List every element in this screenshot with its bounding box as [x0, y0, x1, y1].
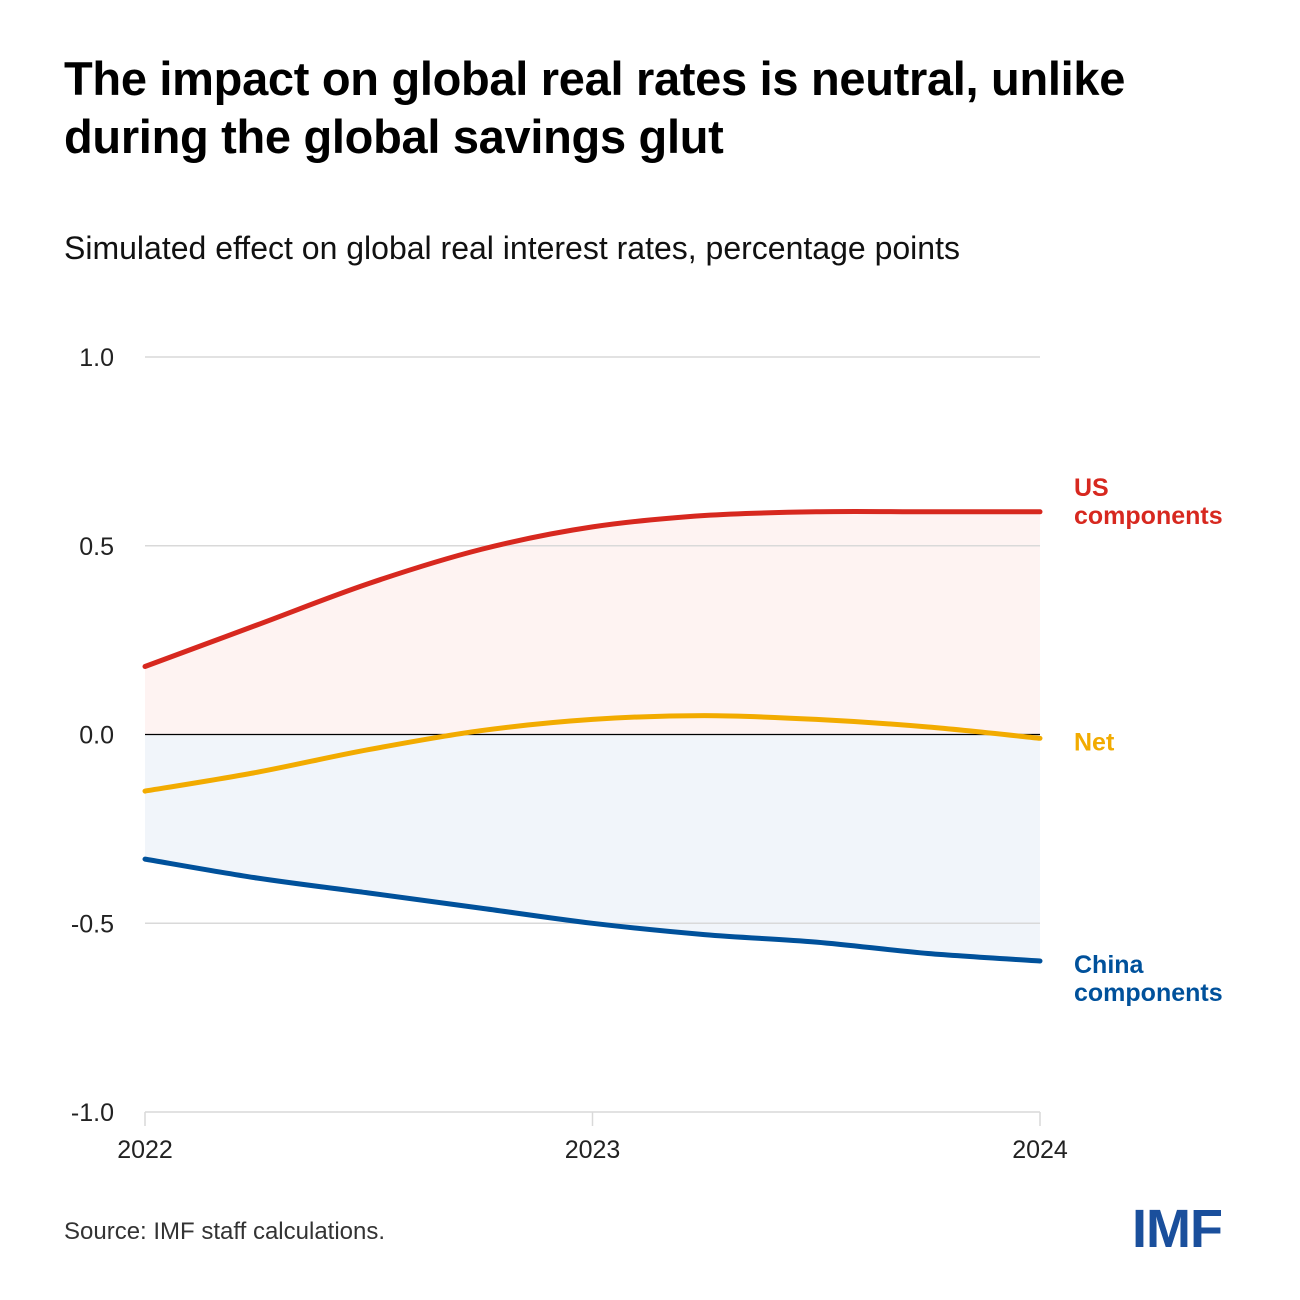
x-tick-label: 2022 — [117, 1136, 173, 1164]
net-series-label: Net — [1074, 728, 1115, 756]
y-tick-label: -0.5 — [71, 910, 114, 938]
y-tick-label: -1.0 — [71, 1099, 114, 1127]
source-note: Source: IMF staff calculations. — [64, 1218, 386, 1245]
china-series-label: China — [1074, 951, 1145, 979]
us-series-line — [142, 508, 1043, 669]
china-area — [145, 734, 1040, 961]
us-series-label: components — [1074, 502, 1223, 530]
chart-title: The impact on global real rates is neutr… — [64, 52, 1126, 163]
y-tick-label: 1.0 — [79, 344, 114, 372]
us-series-label: US — [1074, 474, 1109, 502]
y-tick-label: 0.0 — [79, 722, 114, 750]
x-tick-label: 2023 — [565, 1136, 621, 1164]
china-series-line — [142, 856, 1043, 964]
china-series-label: components — [1074, 979, 1223, 1007]
us-area — [145, 511, 1040, 735]
chart-subtitle: Simulated effect on global real interest… — [64, 230, 960, 266]
net-series-line — [142, 713, 1043, 794]
y-tick-label: 0.5 — [79, 533, 114, 561]
x-tick-label: 2024 — [1012, 1136, 1068, 1164]
imf-logo: IMF — [1132, 1199, 1223, 1259]
